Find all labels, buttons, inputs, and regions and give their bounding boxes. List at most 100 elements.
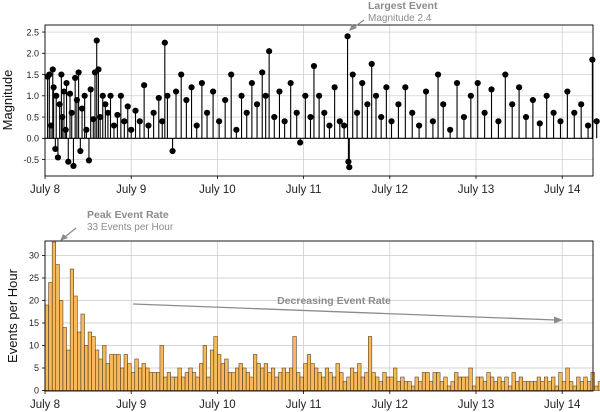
event-rate-bar bbox=[551, 376, 556, 391]
event-marker bbox=[481, 109, 488, 116]
event-rate-bar bbox=[414, 376, 419, 391]
event-rate-bar bbox=[159, 345, 164, 391]
event-rate-bar bbox=[497, 376, 502, 391]
event-rate-bar bbox=[314, 367, 319, 391]
event-rate-bar bbox=[540, 381, 545, 391]
event-marker bbox=[75, 69, 82, 76]
event-rate-bar bbox=[450, 381, 455, 391]
event-rate-bar bbox=[127, 363, 132, 391]
decreasing-rate-label: Decreasing Event Rate bbox=[277, 295, 391, 307]
event-rate-bar bbox=[292, 336, 297, 391]
magnitude-y-tick-label: 1.0 bbox=[26, 91, 39, 101]
event-rate-bar bbox=[454, 372, 459, 391]
event-rate-bar bbox=[464, 376, 470, 391]
event-rate-bar bbox=[188, 367, 193, 391]
event-marker bbox=[238, 92, 245, 99]
event-rate-bar bbox=[238, 363, 243, 391]
event-marker bbox=[409, 109, 416, 116]
event-rate-bars bbox=[44, 241, 600, 391]
event-rate-bar bbox=[109, 354, 114, 391]
event-rate-bar bbox=[98, 358, 103, 391]
event-marker bbox=[495, 118, 502, 125]
event-rate-bar bbox=[156, 372, 161, 391]
event-marker bbox=[310, 62, 318, 70]
event-rate-bar bbox=[66, 349, 71, 391]
event-marker bbox=[326, 122, 333, 129]
event-marker bbox=[416, 122, 423, 129]
event-rate-bar bbox=[594, 385, 599, 391]
event-rate-bar bbox=[511, 372, 516, 391]
event-marker bbox=[172, 88, 180, 95]
event-rate-y-tick-label: 20 bbox=[29, 296, 39, 306]
magnitude-y-tick-label: 0.0 bbox=[26, 134, 39, 144]
event-marker bbox=[209, 88, 217, 95]
event-marker bbox=[383, 84, 390, 91]
event-rate-bar bbox=[432, 372, 437, 391]
event-marker bbox=[53, 92, 60, 99]
event-rate-bar bbox=[120, 367, 125, 391]
event-rate-bar bbox=[378, 381, 383, 391]
event-marker bbox=[193, 122, 200, 129]
event-rate-bar bbox=[385, 376, 391, 391]
event-marker bbox=[243, 109, 250, 116]
event-rate-bar bbox=[500, 381, 505, 391]
event-rate-bar bbox=[310, 363, 315, 391]
event-rate-bar bbox=[447, 385, 452, 391]
event-marker bbox=[46, 71, 53, 78]
event-rate-bar bbox=[263, 363, 268, 391]
event-rate-bar bbox=[148, 372, 154, 391]
event-rate-bar bbox=[170, 376, 175, 391]
event-rate-bar bbox=[350, 367, 355, 391]
event-marker bbox=[117, 92, 124, 99]
event-marker bbox=[183, 96, 190, 104]
decreasing-rate-arrow bbox=[132, 303, 557, 321]
event-marker bbox=[460, 113, 468, 121]
event-rate-bar bbox=[475, 376, 480, 391]
event-marker bbox=[378, 113, 385, 121]
event-rate-bar bbox=[227, 372, 233, 391]
event-marker bbox=[145, 122, 152, 129]
event-marker bbox=[372, 92, 380, 99]
magnitude-y-ticks: -0.5 0.0 0.5 1.0 1.5 2.0 2.5 bbox=[23, 27, 45, 165]
event-rate-bar bbox=[112, 354, 118, 391]
event-rate-y-tick-label: 30 bbox=[29, 251, 39, 261]
event-rate-bar bbox=[357, 363, 362, 391]
event-rate-bar bbox=[87, 331, 92, 391]
event-marker bbox=[65, 158, 72, 165]
magnitude-x-tick-label: July 11 bbox=[286, 184, 322, 196]
event-marker bbox=[198, 79, 205, 87]
event-marker bbox=[359, 79, 366, 87]
event-rate-bar bbox=[267, 372, 272, 391]
event-rate-bar bbox=[288, 367, 294, 391]
event-rate-y-tick-label: 0 bbox=[34, 386, 39, 396]
event-marker bbox=[593, 118, 600, 125]
event-rate-bar bbox=[134, 358, 139, 391]
event-marker bbox=[336, 118, 343, 125]
event-marker bbox=[110, 122, 118, 129]
event-rate-bar bbox=[429, 381, 434, 391]
event-rate-bar bbox=[195, 376, 200, 391]
event-rate-x-tick-label: July 9 bbox=[116, 399, 146, 411]
event-marker bbox=[99, 92, 106, 99]
event-marker bbox=[169, 147, 176, 155]
event-rate-bar bbox=[576, 376, 581, 391]
magnitude-x-tick-label: July 9 bbox=[116, 184, 146, 196]
event-marker bbox=[60, 88, 68, 95]
event-rate-y-tick-label: 15 bbox=[29, 318, 39, 328]
event-rate-bar bbox=[166, 372, 171, 391]
event-rate-bar bbox=[51, 241, 57, 391]
event-rate-bar bbox=[152, 372, 157, 391]
event-rate-bar bbox=[235, 367, 240, 391]
event-marker bbox=[62, 126, 69, 133]
event-rate-bar bbox=[382, 372, 387, 391]
event-marker bbox=[266, 48, 273, 55]
event-rate-bar bbox=[48, 282, 53, 391]
event-rate-bar bbox=[274, 376, 279, 391]
event-rate-bar bbox=[328, 372, 333, 391]
event-marker bbox=[293, 109, 300, 116]
event-rate-bar bbox=[206, 376, 211, 391]
event-marker bbox=[124, 103, 131, 110]
event-rate-bar bbox=[116, 354, 121, 391]
event-rate-bar bbox=[213, 336, 218, 391]
magnitude-x-tick-label: July 14 bbox=[544, 184, 581, 196]
